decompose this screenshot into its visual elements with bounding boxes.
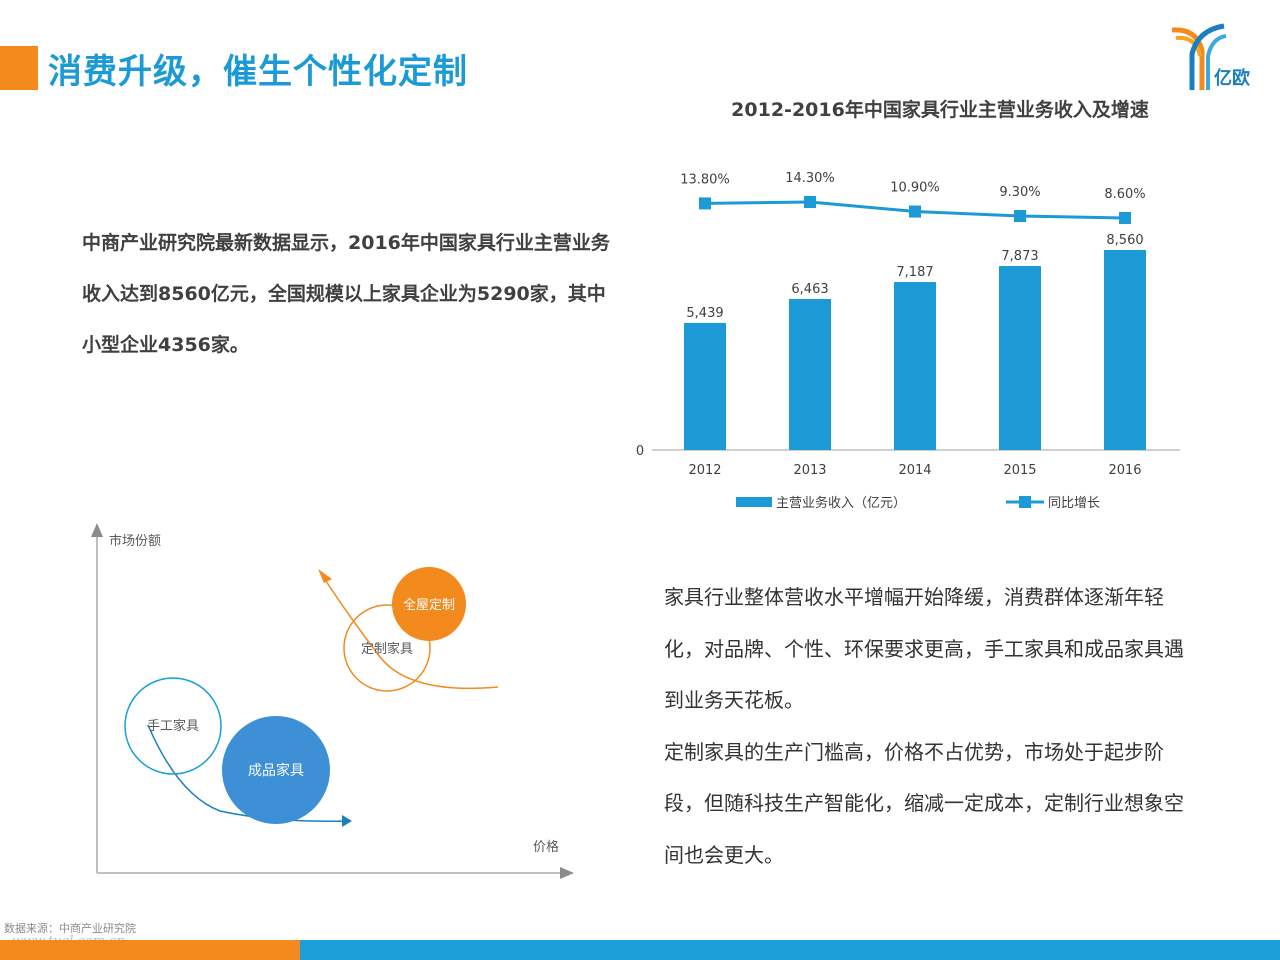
x-tick-label-2014: 2014 <box>898 463 931 478</box>
bar-2013 <box>789 298 831 450</box>
growth-label-2016: 8.60% <box>1104 187 1145 202</box>
custom-trend-curve <box>321 574 499 690</box>
x-axis-arrow-icon <box>560 867 574 879</box>
bar-value-label-2013: 6,463 <box>791 282 828 297</box>
circle-whole-house-custom <box>392 567 466 641</box>
source-note: 数据来源：中商产业研究院 <box>4 922 136 935</box>
x-tick-label-2015: 2015 <box>1003 463 1036 478</box>
bar-2016 <box>1104 250 1146 450</box>
analysis-paragraph-1: 家具行业整体营收水平增幅开始降缓，消费群体逐渐年轻化，对品牌、个性、环保要求更高… <box>664 585 1184 712</box>
x-tick-label-2013: 2013 <box>793 463 826 478</box>
growth-point-2016 <box>1119 212 1131 224</box>
x-axis-label: 价格 <box>533 839 559 855</box>
label-handmade-furniture: 手工家具 <box>147 718 199 734</box>
intro-text: 中商产业研究院最新数据显示，2016年中国家具行业主营业务收入达到8560亿元，… <box>82 232 610 356</box>
x-tick-label-2012: 2012 <box>688 463 721 478</box>
y-axis-arrow-icon <box>91 523 103 537</box>
label-whole-house-custom: 全屋定制 <box>403 597 455 613</box>
traditional-trend-arrow-icon <box>342 815 352 827</box>
custom-trend-arrow-icon <box>318 569 332 583</box>
logo-mark-icon <box>1171 23 1227 90</box>
traditional-trend-curve <box>147 724 349 823</box>
chart-title: 2012-2016年中国家具行业主营业务收入及增速 <box>731 99 1149 121</box>
y-axis-label: 市场份额 <box>109 533 161 549</box>
bar-value-label-2015: 7,873 <box>1001 249 1038 264</box>
circle-finished-furniture <box>222 716 330 824</box>
bar-value-label-2012: 5,439 <box>686 306 723 321</box>
bar-value-label-2014: 7,187 <box>896 265 933 280</box>
legend-bar-label: 主营业务收入（亿元） <box>776 495 906 511</box>
x-tick-label-2016: 2016 <box>1108 463 1141 478</box>
footer-bar-orange <box>0 940 300 960</box>
growth-label-2014: 10.90% <box>890 181 940 196</box>
growth-point-2014 <box>909 205 921 218</box>
label-custom-furniture: 定制家具 <box>361 641 413 657</box>
growth-label-2015: 9.30% <box>999 185 1040 200</box>
page-title: 消费升级，催生个性化定制 <box>48 52 468 92</box>
y-axis-zero-label: 0 <box>636 444 644 459</box>
bar-2015 <box>999 266 1041 450</box>
title-accent-bar <box>0 46 38 90</box>
label-finished-furniture: 成品家具 <box>248 762 304 779</box>
circle-handmade-furniture <box>124 677 222 775</box>
bar-2012 <box>684 322 726 450</box>
revenue-growth-chart: 0 5,439 2012 6,463 2013 7,187 2014 7,873 2015 8,5… <box>636 171 1180 511</box>
analysis-paragraph-2: 定制家具的生产门槛高，价格不占优势，市场处于起步阶段，但随科技生产智能化，缩减一… <box>664 739 1184 867</box>
growth-point-2015 <box>1014 210 1026 223</box>
legend-bar-swatch <box>736 497 772 507</box>
bar-2014 <box>894 282 936 450</box>
growth-point-2013 <box>804 196 816 208</box>
legend-line-label: 同比增长 <box>1048 496 1100 511</box>
analysis-text: 家具行业整体营收水平增幅开始降缓，消费群体逐渐年轻化，对品牌、个性、环保要求更高… <box>664 572 1194 881</box>
market-positioning-diagram: 市场份额 价格 全屋定制 定制家具 手工家具 成品家具 <box>91 523 574 879</box>
growth-point-2012 <box>699 197 711 210</box>
legend-line-marker <box>1019 496 1031 508</box>
footer-bar-blue <box>300 940 1280 960</box>
growth-label-2013: 14.30% <box>785 171 835 186</box>
logo-text: 亿欧 <box>1214 68 1250 89</box>
bar-value-label-2016: 8,560 <box>1106 233 1143 248</box>
circle-custom-furniture <box>343 604 431 692</box>
growth-label-2012: 13.80% <box>680 172 730 187</box>
